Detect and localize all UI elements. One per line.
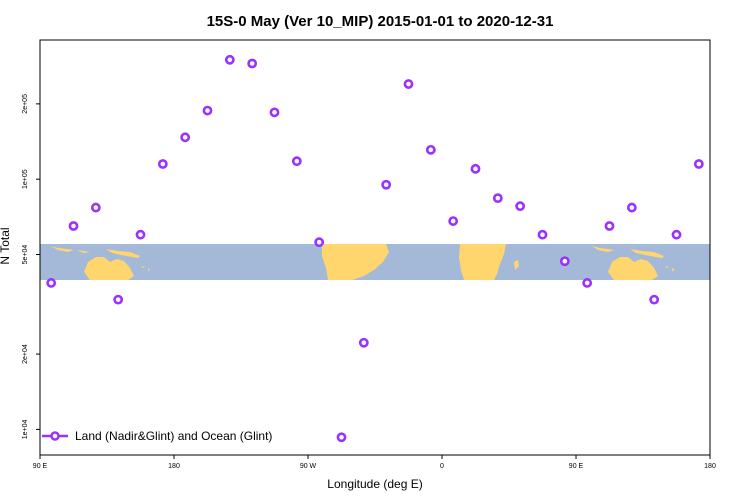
data-point <box>247 58 258 69</box>
data-point <box>604 221 615 231</box>
data-point <box>582 278 593 288</box>
data-point <box>46 278 57 288</box>
y-tick-label: 1e+04 <box>22 419 29 439</box>
y-axis: 1e+04 2e+04 5e+04 1e+05 2e+05 <box>22 94 40 439</box>
data-point <box>314 237 325 248</box>
madagascar-landmass <box>514 260 519 270</box>
data-point <box>448 216 459 226</box>
data-point <box>224 54 235 65</box>
world-map-strip <box>40 244 710 280</box>
x-tick-label: 90 W <box>300 463 317 470</box>
data-point <box>202 105 213 116</box>
africa-landmass <box>459 244 506 280</box>
data-point <box>515 201 526 212</box>
data-point <box>492 193 503 204</box>
y-tick-label: 2e+04 <box>22 344 29 364</box>
data-point <box>358 337 369 348</box>
data-point <box>470 163 481 174</box>
y-axis-label: N Total <box>0 227 12 264</box>
australasia-landmass-left <box>50 246 150 280</box>
data-point <box>559 256 570 267</box>
plot-area-frame <box>39 39 711 456</box>
x-tick-label: 90 E <box>33 463 48 470</box>
data-point <box>425 144 436 155</box>
y-tick-label: 1e+05 <box>22 169 29 189</box>
data-point <box>537 229 548 240</box>
data-point <box>381 179 392 190</box>
data-point <box>626 202 637 213</box>
data-point <box>157 159 168 169</box>
data-point <box>135 229 146 240</box>
x-axis: 90 E 180 90 W 0 90 E 180 <box>33 455 716 470</box>
data-point <box>291 156 302 167</box>
x-tick-label: 0 <box>440 463 444 470</box>
data-point <box>113 294 124 305</box>
y-tick-label: 2e+05 <box>22 94 29 114</box>
chart-title: 15S-0 May (Ver 10_MIP) 2015-01-01 to 202… <box>207 13 554 30</box>
x-tick-label: 90 E <box>569 463 584 470</box>
legend-label: Land (Nadir&Glint) and Ocean (Glint) <box>75 429 272 443</box>
data-point <box>403 79 414 89</box>
x-tick-label: 180 <box>168 463 180 470</box>
series-points <box>46 54 704 443</box>
data-point <box>649 294 660 305</box>
x-axis-label: Longitude (deg E) <box>327 477 422 491</box>
data-point <box>336 432 347 443</box>
data-point <box>269 107 280 118</box>
x-tick-label: 180 <box>704 463 716 470</box>
south-america-landmass <box>322 244 389 280</box>
legend-marker <box>50 431 60 441</box>
data-point <box>671 229 682 240</box>
data-point <box>693 159 704 169</box>
data-point <box>180 132 191 143</box>
data-point <box>68 221 79 231</box>
data-point <box>90 202 101 213</box>
y-tick-label: 5e+04 <box>22 245 29 265</box>
legend: Land (Nadir&Glint) and Ocean (Glint) <box>42 429 272 443</box>
australasia-landmass-right <box>592 246 675 280</box>
